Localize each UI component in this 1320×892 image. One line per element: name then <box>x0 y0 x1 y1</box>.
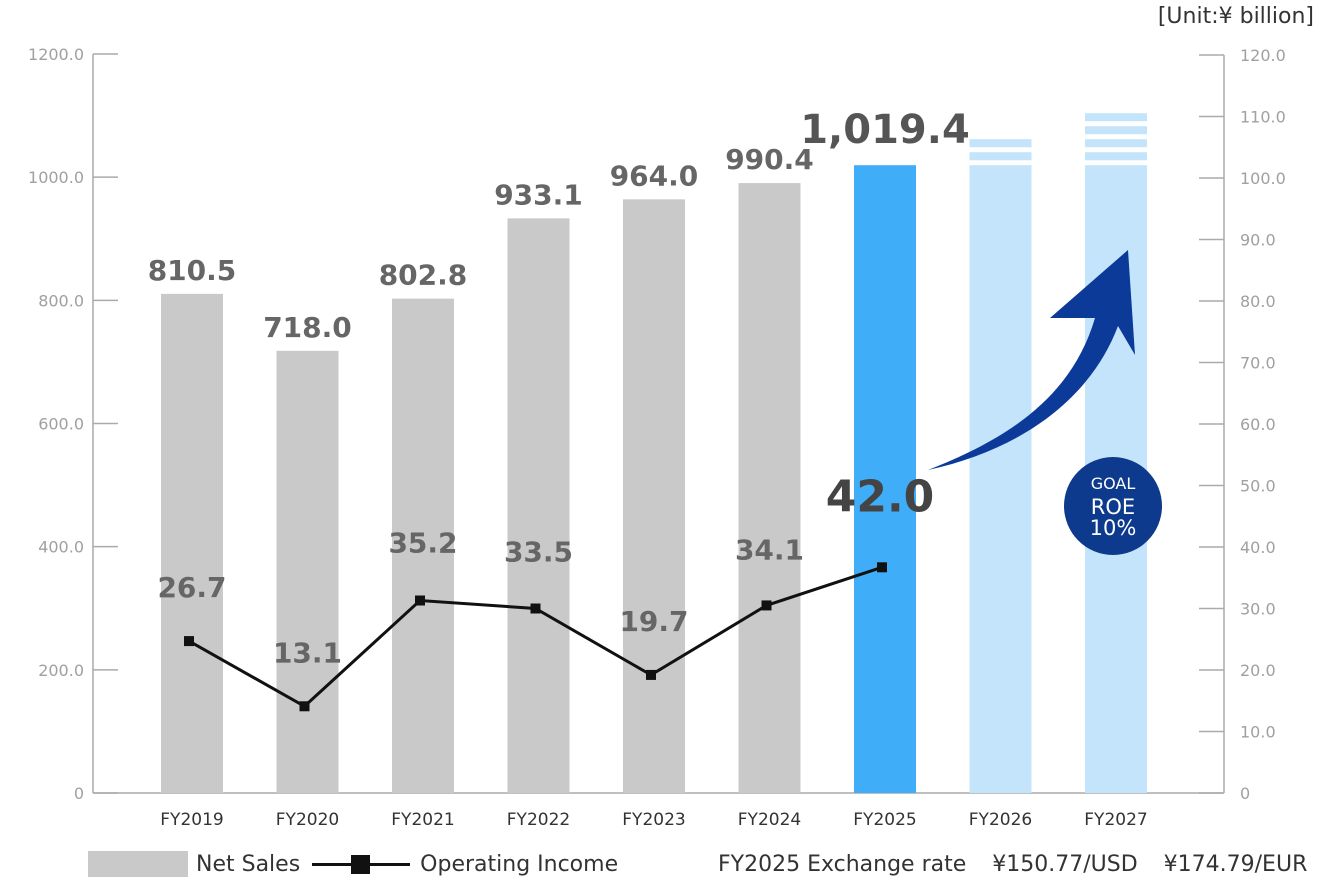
line-value-label: 19.7 <box>619 605 688 638</box>
bar-stripe <box>969 139 1032 148</box>
bar-FY2023 <box>623 199 685 793</box>
legend-operating-income: Operating Income <box>420 851 619 877</box>
x-tick-label: FY2023 <box>622 810 685 830</box>
x-tick-label: FY2025 <box>853 810 916 830</box>
legend-net-sales: Net Sales <box>196 851 301 877</box>
right-tick-label: 70.0 <box>1240 354 1276 373</box>
goal-badge-line3: 10% <box>1090 516 1137 540</box>
operating-income-marker <box>761 600 772 611</box>
operating-income-marker <box>184 636 194 647</box>
right-tick-label: 60.0 <box>1240 415 1276 434</box>
right-tick-label: 110.0 <box>1240 108 1286 127</box>
bar-FY2020 <box>276 350 339 793</box>
bar-FY2025 <box>854 165 916 794</box>
operating-income-key-icon <box>312 851 411 877</box>
goal-badge-line2: ROE <box>1091 495 1135 519</box>
bar-stripe <box>1085 152 1147 161</box>
left-tick-label: 400.0 <box>38 538 84 557</box>
x-tick-label: FY2020 <box>276 810 339 830</box>
x-tick-label: FY2024 <box>738 810 801 830</box>
bar-value-label: 1,019.4 <box>800 107 970 153</box>
x-tick-label: FY2019 <box>160 810 223 830</box>
left-tick-label: 1000.0 <box>28 168 84 187</box>
bar-value-label: 718.0 <box>263 311 352 344</box>
right-tick-label: 0 <box>1240 784 1250 803</box>
bar-FY2019 <box>161 293 223 793</box>
net-sales-swatch <box>88 851 188 877</box>
bar-value-label: 933.1 <box>494 178 583 211</box>
operating-income-line <box>184 562 887 712</box>
exchange-usd: ¥150.77/USD <box>992 851 1138 877</box>
right-tick-label: 30.0 <box>1240 600 1276 619</box>
line-value-label: 34.1 <box>735 533 804 566</box>
bar-stripe <box>1085 113 1147 122</box>
bar-FY2026 <box>969 165 1032 794</box>
left-tick-label: 1200.0 <box>28 45 84 64</box>
bar-stripe <box>1085 126 1147 135</box>
x-tick-label: FY2027 <box>1084 810 1147 830</box>
x-tick-label: FY2022 <box>507 810 570 830</box>
bar-FY2021 <box>392 298 454 793</box>
bar-stripe <box>969 152 1032 161</box>
operating-income-marker <box>530 603 541 614</box>
line-value-label: 26.7 <box>157 571 226 604</box>
operating-income-marker <box>646 669 656 680</box>
axes: 0 200.0 400.0 600.0 800.0 1000.0 1200.0 0 10.0 20… <box>28 45 1286 830</box>
right-tick-label: 20.0 <box>1240 661 1276 680</box>
right-tick-label: 80.0 <box>1240 292 1276 311</box>
bars <box>161 113 1147 794</box>
right-tick-label: 120.0 <box>1240 46 1286 65</box>
bar-stripe <box>1085 139 1147 148</box>
exchange-rate: FY2025 Exchange rate ¥150.77/USD ¥174.79… <box>718 846 1307 882</box>
right-tick-label: 40.0 <box>1240 538 1276 557</box>
bar-value-label: 802.8 <box>379 259 468 292</box>
goal-badge-circle <box>1064 457 1162 555</box>
line-value-label: 13.1 <box>273 636 342 669</box>
x-tick-label: FY2021 <box>391 810 454 830</box>
right-tick-label: 10.0 <box>1240 723 1276 742</box>
goal-badge: GOAL ROE 10% <box>1064 457 1162 555</box>
growth-arrow <box>928 250 1135 470</box>
bar-value-label: 964.0 <box>610 159 699 192</box>
legend: Net Sales Operating Income <box>88 846 618 882</box>
operating-income-marker <box>299 701 310 712</box>
bar-value-label: 990.4 <box>725 143 814 176</box>
right-tick-label: 90.0 <box>1240 231 1276 250</box>
unit-label: [Unit:¥ billion] <box>1157 4 1314 29</box>
left-tick-label: 800.0 <box>38 291 84 310</box>
right-tick-label: 50.0 <box>1240 477 1276 496</box>
bar-value-label: 810.5 <box>148 254 237 287</box>
bar-FY2022 <box>507 218 570 794</box>
growth-arrow-icon <box>928 250 1135 470</box>
left-tick-label: 600.0 <box>38 415 84 434</box>
line-value-label: 33.5 <box>504 536 573 569</box>
bar-FY2024 <box>738 183 801 793</box>
goal-badge-line1: GOAL <box>1091 474 1136 493</box>
exchange-label: FY2025 Exchange rate <box>718 851 967 877</box>
line-value-label: 42.0 <box>826 471 935 522</box>
operating-income-marker <box>415 595 425 606</box>
operating-income-marker <box>877 562 887 573</box>
left-tick-label: 0 <box>74 784 84 803</box>
exchange-eur: ¥174.79/EUR <box>1163 851 1308 877</box>
value-labels: 810.5 718.0 802.8 933.1 964.0 990.41,019.4 26.… <box>148 107 970 669</box>
left-tick-label: 200.0 <box>38 661 84 680</box>
line-value-label: 35.2 <box>388 527 457 560</box>
x-tick-label: FY2026 <box>969 810 1032 830</box>
right-tick-label: 100.0 <box>1240 169 1286 188</box>
